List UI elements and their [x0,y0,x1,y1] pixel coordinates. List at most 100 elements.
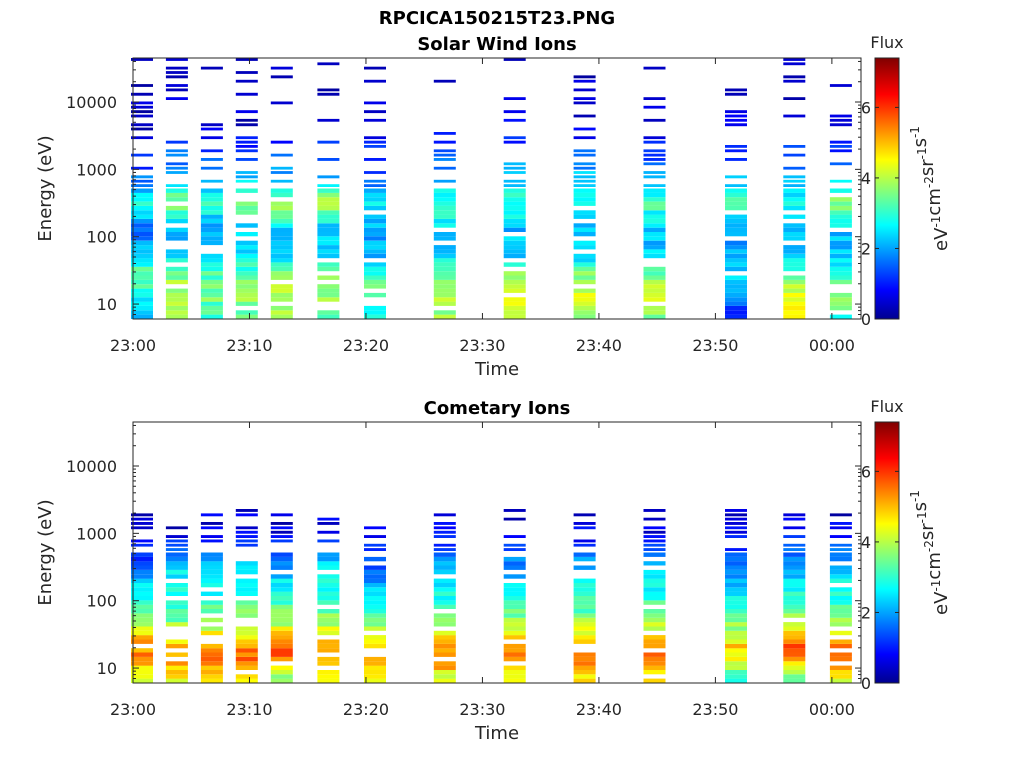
heatmap-cell [235,232,258,237]
heatmap-cell [829,123,852,127]
heatmap-cell [829,236,852,241]
heatmap-cell [643,136,666,140]
heatmap-cell [643,543,666,547]
heatmap-cell [317,561,340,566]
heatmap-cell [131,210,153,215]
heatmap-cell [433,674,456,679]
heatmap-cell [503,652,526,657]
heatmap-cell [200,236,223,241]
heatmap-cell [235,284,258,289]
heatmap-cell [573,513,596,517]
heatmap-cell [270,249,293,254]
heatmap-cell [829,574,852,579]
heatmap-cell [364,661,386,666]
heatmap-cell [503,284,526,289]
heatmap-cell [573,314,596,319]
heatmap-cell [783,609,806,614]
heatmap-cell [783,179,806,183]
heatmap-cell [433,205,456,211]
heatmap-cell [364,591,386,596]
heatmap-cell [270,574,293,579]
heatmap-cell [317,314,340,319]
heatmap-cell [503,210,526,215]
heatmap-cell [200,565,223,570]
heatmap-cell [131,101,153,105]
heatmap-cell [270,201,293,206]
heatmap-cell [503,678,526,683]
heatmap-cell [783,223,806,228]
heatmap-cell [433,665,456,670]
heatmap-cell [131,245,153,250]
y-tick-label: 1000 [76,160,117,179]
heatmap-cell [131,92,153,96]
heatmap-cell [643,526,666,530]
heatmap-cell [725,262,747,267]
heatmap-cell [783,556,806,562]
heatmap-cell [235,509,258,512]
heatmap-cell [643,600,666,605]
heatmap-cell [783,258,806,263]
heatmap-cell [165,591,188,596]
heatmap-cell [165,574,188,579]
heatmap-cell [364,596,386,601]
heatmap-cell [200,665,223,670]
heatmap-cell [235,266,258,272]
heatmap-cell [131,110,153,114]
heatmap-cell [643,253,666,259]
heatmap-cell [783,535,806,538]
heatmap-cell [725,617,747,623]
heatmap-cell [829,678,852,683]
heatmap-cell [165,279,188,285]
heatmap-cell [725,314,747,319]
heatmap-cell [573,271,596,276]
heatmap-cell [270,153,293,157]
heatmap-cell [573,253,596,259]
heatmap-cell [503,301,526,306]
heatmap-cell [829,205,852,211]
heatmap-cell [573,171,596,174]
heatmap-cell [725,526,747,530]
heatmap-cell [235,92,258,96]
heatmap-cell [829,253,852,259]
heatmap-cell [317,266,340,272]
heatmap-cell [643,517,666,521]
heatmap-cell [364,656,386,662]
panel-title: Cometary Ions [424,398,571,419]
heatmap-cell [131,310,153,315]
heatmap-cell [200,670,223,675]
heatmap-cell [200,652,223,657]
y-axis-label: Energy (eV) [35,499,56,605]
heatmap-cell [725,604,747,609]
heatmap-cell [643,175,666,179]
heatmap-cell [573,578,596,583]
heatmap-cell [364,236,386,241]
heatmap-cell [165,643,188,649]
heatmap-cell [643,578,666,583]
heatmap-cell [573,188,596,193]
heatmap-cell [433,596,456,601]
heatmap-cell [200,591,223,596]
heatmap-cell [165,184,188,187]
heatmap-cell [573,245,596,250]
heatmap-cell [725,218,747,224]
heatmap-cell [829,223,852,228]
heatmap-cell [433,630,456,636]
y-tick-label: 10000 [66,457,117,476]
heatmap-cell [725,656,747,662]
heatmap-cell [131,613,153,618]
heatmap-cell [783,79,806,83]
heatmap-cell [829,271,852,276]
heatmap-cell [829,526,852,530]
heatmap-cell [573,136,596,140]
heatmap-cell [643,184,666,187]
heatmap-cell [270,192,293,198]
heatmap-cell [783,526,806,530]
heatmap-cell [573,583,596,588]
heatmap-cell [364,110,386,114]
heatmap-cell [200,253,223,259]
heatmap-cell [200,305,223,311]
heatmap-cell [131,84,153,87]
heatmap-cell [317,175,340,179]
heatmap-cell [364,171,386,174]
heatmap-cell [131,279,153,285]
